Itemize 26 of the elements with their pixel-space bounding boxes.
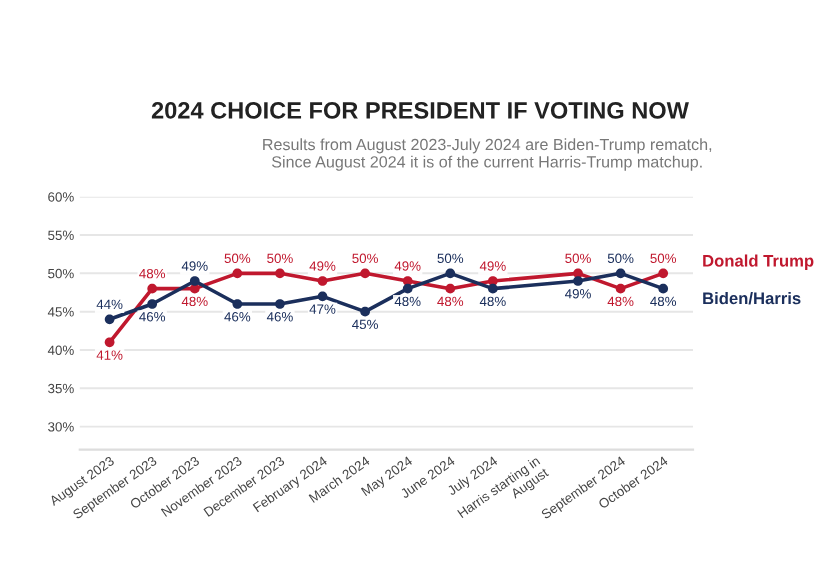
point xyxy=(232,299,243,309)
point xyxy=(573,276,583,286)
text: Biden/Harris xyxy=(703,292,801,305)
point xyxy=(615,268,626,279)
point xyxy=(445,268,456,279)
point xyxy=(402,283,413,294)
point xyxy=(147,283,158,294)
point xyxy=(488,283,498,294)
chart-subtitle: Results from August 2023-July 2024 are Biden-Trump rematch, Since August 2024 it is of the current Harris-Trump matchup. xyxy=(263,138,712,171)
point xyxy=(360,268,370,279)
point xyxy=(275,268,285,279)
point xyxy=(317,291,328,302)
text: Donald Trump xyxy=(703,254,814,270)
point xyxy=(360,306,370,317)
chart-title: 2024 CHOICE FOR PRESIDENT IF VOTING NOW xyxy=(151,102,689,119)
point xyxy=(317,276,328,286)
point xyxy=(104,337,115,348)
point xyxy=(104,314,115,325)
point xyxy=(445,283,456,294)
point xyxy=(189,276,200,286)
point xyxy=(232,268,243,279)
point xyxy=(275,299,285,309)
point xyxy=(658,268,669,279)
point xyxy=(658,283,669,294)
point xyxy=(615,283,626,294)
point xyxy=(147,299,158,309)
